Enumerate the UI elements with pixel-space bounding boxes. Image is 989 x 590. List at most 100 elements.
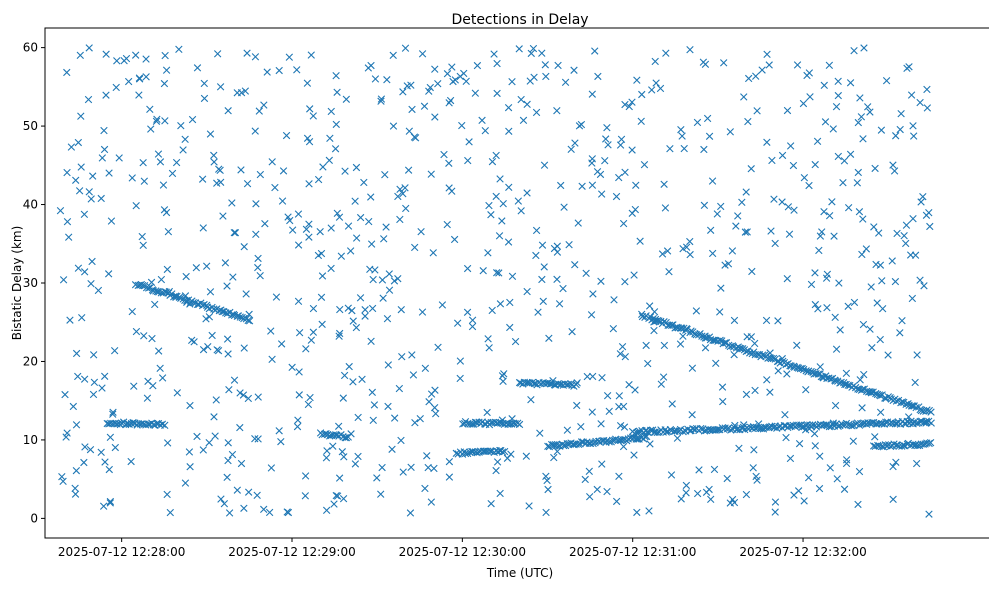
data-point (159, 181, 168, 189)
data-point (322, 454, 331, 462)
data-point (719, 397, 727, 406)
data-point (452, 449, 460, 458)
data-point (427, 498, 436, 506)
data-point (271, 183, 279, 192)
data-point (401, 44, 410, 52)
data-point (691, 425, 699, 434)
data-point (732, 425, 741, 434)
data-point (237, 166, 245, 174)
data-point (293, 422, 302, 431)
data-point (912, 459, 921, 468)
data-point (339, 394, 347, 402)
data-point (217, 495, 225, 503)
data-point (89, 351, 98, 359)
data-point (561, 78, 570, 87)
data-point (753, 107, 761, 115)
data-point (335, 474, 344, 482)
data-point (138, 281, 147, 290)
x-axis-label: Time (UTC) (486, 566, 553, 580)
data-point (734, 212, 742, 220)
data-point (210, 413, 218, 421)
data-point (395, 384, 404, 393)
data-point (265, 508, 274, 517)
data-point (669, 321, 677, 329)
data-point (206, 288, 215, 296)
data-point (525, 502, 533, 510)
data-point (538, 49, 546, 57)
data-point (572, 380, 580, 389)
data-point (911, 251, 920, 259)
data-point (335, 213, 344, 221)
data-point (345, 362, 353, 371)
data-point (554, 61, 562, 70)
data-point (420, 102, 429, 110)
data-point (896, 329, 904, 337)
data-point (295, 368, 303, 376)
data-point (240, 504, 248, 512)
data-point (730, 350, 738, 359)
data-point (778, 198, 786, 206)
data-point (367, 240, 376, 248)
data-point (587, 311, 596, 319)
data-point (370, 401, 379, 409)
data-point (402, 204, 410, 213)
data-point (243, 180, 252, 188)
data-point (369, 416, 377, 424)
data-point (738, 198, 746, 206)
data-point (783, 274, 791, 283)
data-point (97, 448, 105, 457)
data-point (630, 271, 638, 279)
data-point (707, 495, 715, 504)
data-point (283, 508, 291, 516)
data-point (897, 399, 905, 407)
data-point (314, 251, 323, 260)
data-point (743, 333, 751, 341)
data-point (708, 249, 717, 258)
data-point (440, 150, 448, 159)
data-point (161, 117, 169, 125)
data-point (74, 138, 83, 147)
data-point (243, 49, 251, 57)
data-point (893, 229, 901, 238)
data-point (785, 230, 794, 238)
data-point (432, 410, 440, 418)
data-point (403, 82, 411, 90)
data-point (651, 57, 659, 66)
data-point (396, 215, 404, 224)
data-point (115, 154, 123, 162)
data-point (650, 308, 659, 316)
data-point (86, 445, 95, 454)
data-point (198, 175, 207, 183)
data-point (229, 273, 237, 281)
data-point (598, 374, 606, 382)
data-point (805, 367, 813, 375)
data-point (545, 334, 553, 342)
data-point (145, 284, 153, 292)
data-point (175, 45, 183, 54)
data-point (334, 422, 343, 430)
data-point (277, 340, 286, 348)
data-point (786, 454, 795, 463)
data-point (485, 344, 493, 352)
data-point (364, 64, 373, 72)
data-point (254, 254, 262, 263)
data-point (294, 241, 303, 249)
data-point (829, 125, 837, 133)
data-point (242, 290, 250, 298)
data-point (500, 447, 509, 456)
data-point (252, 230, 260, 239)
data-point (85, 44, 93, 52)
data-point (540, 161, 549, 169)
data-point (314, 175, 323, 184)
data-point (864, 103, 872, 111)
data-point (793, 341, 801, 349)
data-point (309, 304, 318, 313)
data-point (225, 509, 234, 517)
data-point (523, 189, 531, 197)
data-point (377, 95, 386, 103)
data-point (408, 105, 416, 114)
data-point (369, 275, 377, 284)
data-point (496, 489, 504, 498)
data-point (327, 107, 335, 116)
